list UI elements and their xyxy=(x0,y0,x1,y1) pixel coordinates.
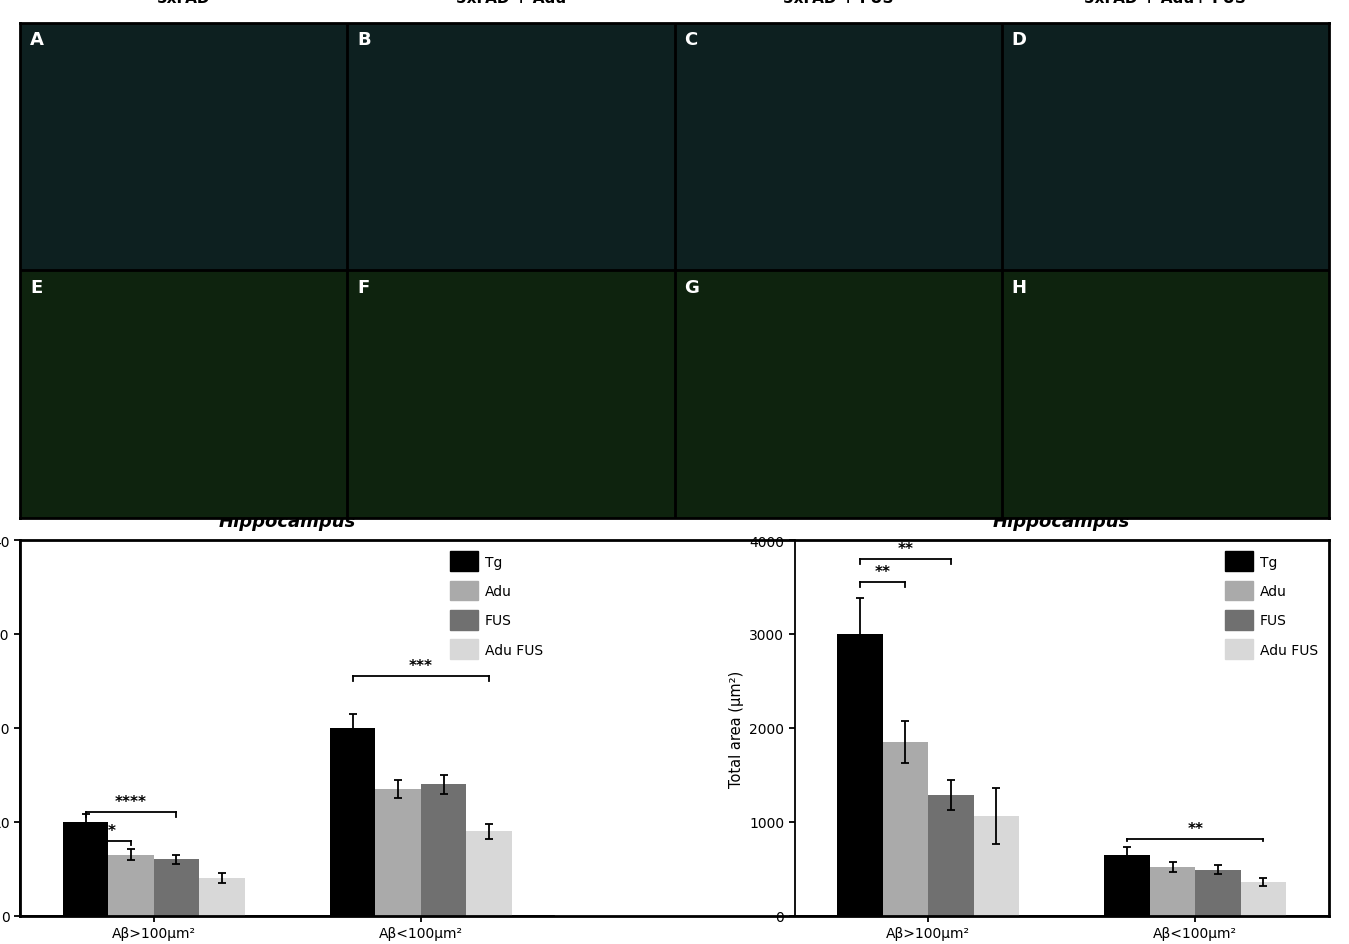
Bar xyxy=(331,728,375,916)
Title: Hippocampus: Hippocampus xyxy=(219,513,356,531)
Y-axis label: Total area (μm²): Total area (μm²) xyxy=(728,669,743,786)
Bar xyxy=(674,24,1001,271)
Bar xyxy=(421,784,467,916)
Bar xyxy=(974,817,1018,916)
Bar xyxy=(20,271,348,519)
Bar xyxy=(674,271,1001,519)
Bar xyxy=(467,832,511,916)
Text: 5xFAD + Adu+ FUS: 5xFAD + Adu+ FUS xyxy=(1085,0,1246,7)
Text: H: H xyxy=(1012,278,1027,296)
Legend: Tg, Adu, FUS, Adu FUS: Tg, Adu, FUS, Adu FUS xyxy=(447,548,548,664)
Text: A: A xyxy=(30,31,45,49)
Bar xyxy=(1241,882,1286,916)
Text: **: ** xyxy=(100,822,116,837)
Text: **: ** xyxy=(897,541,913,556)
Bar xyxy=(838,634,882,916)
Bar xyxy=(882,742,928,916)
Bar xyxy=(154,859,200,916)
Text: 5xFAD + FUS: 5xFAD + FUS xyxy=(782,0,893,7)
Text: E: E xyxy=(30,278,42,296)
Legend: Tg, Adu, FUS, Adu FUS: Tg, Adu, FUS, Adu FUS xyxy=(1221,548,1322,664)
Text: 5xFAD: 5xFAD xyxy=(156,0,210,7)
Bar xyxy=(1105,854,1149,916)
Title: Hippocampus: Hippocampus xyxy=(993,513,1130,531)
Bar xyxy=(348,24,674,271)
Text: F: F xyxy=(357,278,370,296)
Bar xyxy=(1001,24,1329,271)
Text: B: B xyxy=(357,31,371,49)
Text: **: ** xyxy=(874,565,890,580)
Bar xyxy=(1195,869,1241,916)
Text: 5xFAD + Adu: 5xFAD + Adu xyxy=(456,0,567,7)
Bar xyxy=(348,271,674,519)
Bar xyxy=(928,796,974,916)
Text: D: D xyxy=(1012,31,1027,49)
Text: G: G xyxy=(684,278,699,296)
Text: ****: **** xyxy=(115,795,147,810)
Bar xyxy=(108,854,154,916)
Bar xyxy=(63,822,108,916)
Text: ***: *** xyxy=(409,659,433,673)
Text: C: C xyxy=(684,31,697,49)
Bar xyxy=(200,878,244,916)
Bar xyxy=(20,24,348,271)
Bar xyxy=(1001,271,1329,519)
Bar xyxy=(375,789,421,916)
Text: **: ** xyxy=(1187,820,1203,835)
Bar xyxy=(1149,867,1195,916)
